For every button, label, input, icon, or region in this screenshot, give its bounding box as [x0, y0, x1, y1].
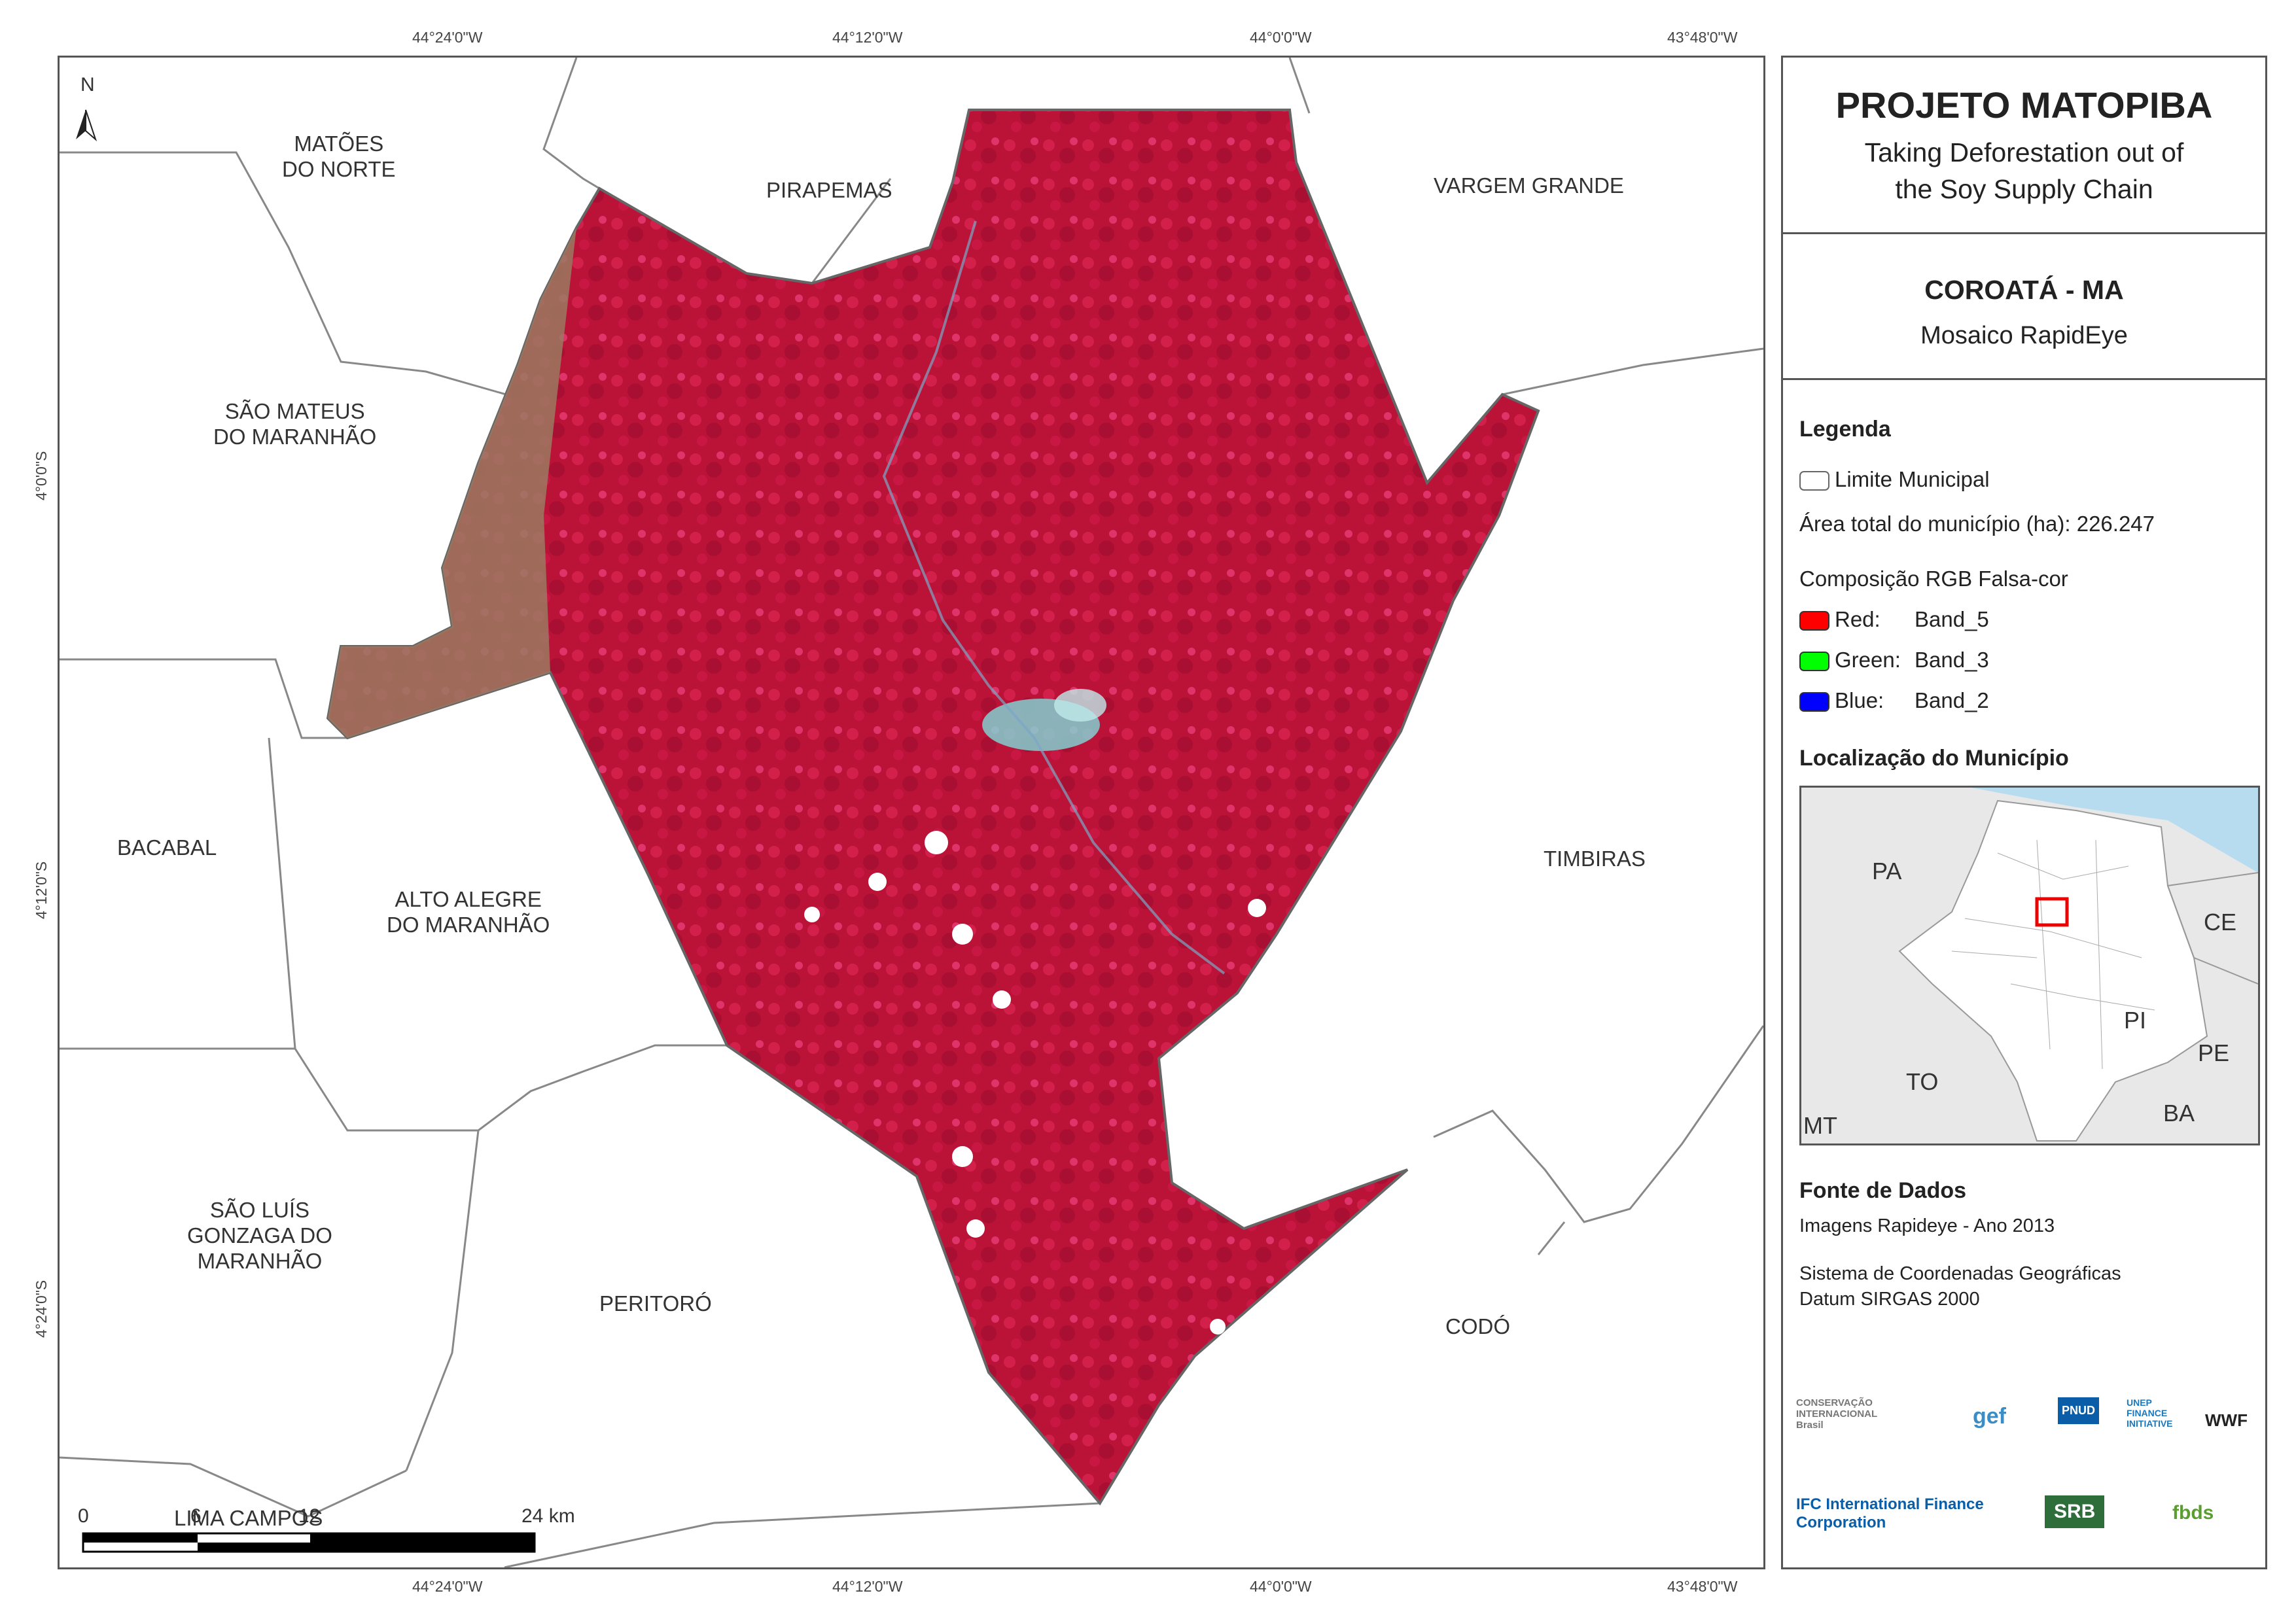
crs-line2: Datum SIRGAS 2000	[1799, 1289, 1980, 1310]
label-alto-alegre: ALTO ALEGRE DO MARANHÃO	[387, 887, 550, 937]
scale-bar	[82, 1532, 536, 1553]
label-lima-campos: LIMA CAMPOS	[174, 1506, 323, 1530]
label-codo: CODÓ	[1445, 1314, 1510, 1338]
map-canvas	[60, 58, 1763, 1567]
location-inset: PA CE PI PE TO BA MT	[1799, 786, 2260, 1145]
source-images: Imagens Rapideye - Ano 2013	[1799, 1215, 2055, 1236]
subtitle-line2: the Soy Supply Chain	[1895, 174, 2153, 204]
coord-bottom-1: 44°24'0"W	[412, 1578, 483, 1595]
coord-top-3: 44°0'0"W	[1250, 29, 1312, 46]
subtitle-line1: Taking Deforestation out of	[1864, 137, 2184, 167]
legend-boundary: Limite Municipal	[1799, 467, 2265, 492]
municipality-name: COROATÁ - MA	[1924, 275, 2124, 305]
label-timbiras: TIMBIRAS	[1544, 846, 1646, 871]
scale-tick-0: 0	[78, 1505, 89, 1527]
inset-label-to: TO	[1906, 1068, 1939, 1095]
coord-bottom-3: 44°0'0"W	[1250, 1578, 1312, 1595]
coord-bottom-2: 44°12'0"W	[832, 1578, 903, 1595]
inset-label-ce: CE	[2204, 909, 2237, 935]
scale-tick-24: 24 km	[521, 1505, 575, 1527]
blue-swatch-icon	[1799, 692, 1829, 712]
inset-label-pe: PE	[2198, 1039, 2230, 1066]
scale-tick-6: 6	[190, 1505, 202, 1527]
inset-label-ba: BA	[2163, 1100, 2195, 1126]
legend-area: Área total do município (ha): 226.247	[1799, 512, 2155, 536]
inset-location-marker	[2035, 897, 2069, 927]
legend-band-blue: Blue: Band_2	[1799, 688, 2265, 713]
mosaic-label: Mosaico RapidEye	[1920, 322, 2128, 349]
logo-unep: UNEP FINANCE INITIATIVE	[2127, 1397, 2173, 1429]
legend-box: Legenda Limite Municipal Área total do m…	[1781, 378, 2267, 1569]
boundary-swatch-icon	[1799, 471, 1829, 491]
logo-gef: gef	[1973, 1404, 2006, 1429]
logo-ifc: IFC International Finance Corporation	[1796, 1495, 1984, 1531]
scale-tick-12: 12	[298, 1505, 321, 1527]
coord-top-2: 44°12'0"W	[832, 29, 903, 46]
red-swatch-icon	[1799, 611, 1829, 631]
map-frame[interactable]: N MATÕES DO NORTE PIRAPEMAS VARGEM GRANDE…	[58, 56, 1765, 1569]
label-pirapemas: PIRAPEMAS	[766, 178, 892, 202]
source-heading: Fonte de Dados	[1799, 1178, 1967, 1203]
coord-top-4: 43°48'0"W	[1667, 29, 1738, 46]
label-sao-luis: SÃO LUÍS GONZAGA DO MARANHÃO	[187, 1198, 332, 1273]
label-vargem-grande: VARGEM GRANDE	[1434, 173, 1624, 198]
legend-band-green: Green: Band_3	[1799, 648, 2265, 672]
legend-band-red: Red: Band_5	[1799, 607, 2265, 632]
label-bacabal: BACABAL	[117, 835, 217, 860]
municipality-box: COROATÁ - MA Mosaico RapidEye	[1781, 232, 2267, 380]
logo-wwf: WWF	[2205, 1410, 2248, 1430]
label-peritoro: PERITORÓ	[599, 1291, 712, 1316]
logo-pnud: PNUD	[2058, 1397, 2100, 1424]
north-label: N	[80, 74, 95, 96]
logo-ci: CONSERVAÇÃO INTERNACIONAL Brasil	[1796, 1397, 1877, 1431]
title-box: PROJETO MATOPIBA Taking Deforestation ou…	[1781, 56, 2267, 234]
logo-fbds: fbds	[2172, 1502, 2214, 1524]
green-swatch-icon	[1799, 652, 1829, 672]
inset-label-pa: PA	[1872, 858, 1902, 884]
coord-left-3: 4°24'0"S	[33, 1280, 50, 1338]
coord-left-2: 4°12'0"S	[33, 861, 50, 919]
legend-heading: Legenda	[1799, 417, 1891, 442]
coord-left-1: 4°0'0"S	[33, 451, 50, 500]
inset-label-pi: PI	[2124, 1007, 2147, 1034]
legend-composition: Composição RGB Falsa-cor	[1799, 567, 2068, 591]
inset-label-mt: MT	[1803, 1112, 1837, 1139]
north-arrow-icon	[76, 109, 97, 142]
crs-line1: Sistema de Coordenadas Geográficas	[1799, 1263, 2121, 1284]
coord-top-1: 44°24'0"W	[412, 29, 483, 46]
coroata-municipality	[326, 109, 1540, 1506]
logo-srb: SRB	[2045, 1495, 2105, 1528]
location-heading: Localização do Município	[1799, 746, 2069, 771]
project-title: PROJETO MATOPIBA	[1835, 84, 2213, 126]
inset-map	[1898, 788, 2258, 1142]
logos: CONSERVAÇÃO INTERNACIONAL Brasil gef PNU…	[1796, 1397, 2254, 1554]
coord-bottom-4: 43°48'0"W	[1667, 1578, 1738, 1595]
label-sao-mateus: SÃO MATEUS DO MARANHÃO	[213, 399, 377, 449]
label-matoes: MATÕES DO NORTE	[282, 131, 396, 181]
